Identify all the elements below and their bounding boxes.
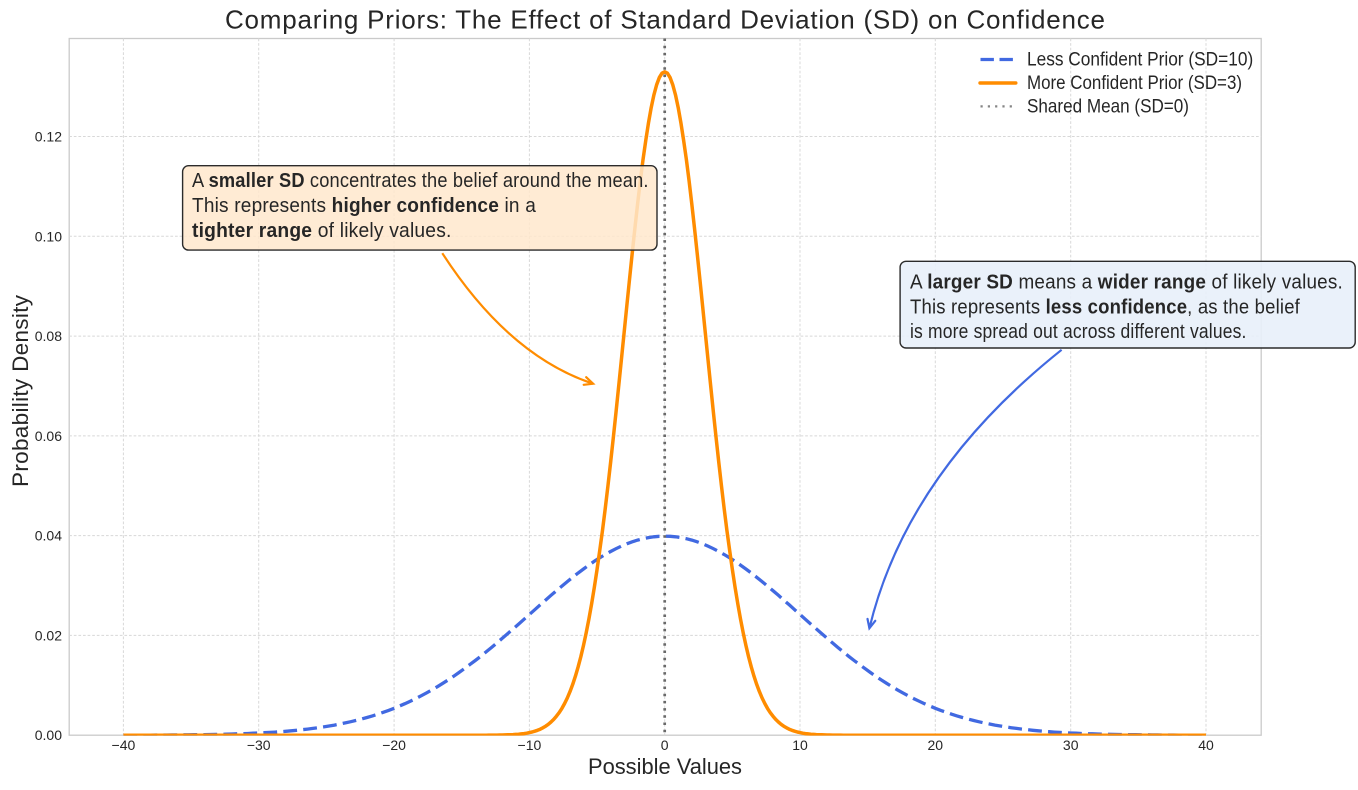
- svg-text:−30: −30: [247, 737, 271, 753]
- svg-text:Probability Density: Probability Density: [8, 294, 33, 487]
- svg-text:40: 40: [1198, 737, 1214, 753]
- svg-text:0.00: 0.00: [35, 727, 62, 743]
- svg-text:0.08: 0.08: [35, 328, 62, 344]
- svg-text:0.06: 0.06: [35, 428, 62, 444]
- svg-text:−10: −10: [518, 737, 542, 753]
- svg-text:tighter range of likely values: tighter range of likely values.: [192, 220, 452, 242]
- svg-text:0.10: 0.10: [35, 228, 62, 244]
- svg-text:10: 10: [792, 737, 808, 753]
- svg-text:−40: −40: [112, 737, 136, 753]
- svg-text:A smaller SD concentrates the: A smaller SD concentrates the belief aro…: [192, 170, 649, 192]
- svg-text:Comparing Priors: The Effect o: Comparing Priors: The Effect of Standard…: [225, 5, 1105, 35]
- svg-text:Less Confident Prior (SD=10): Less Confident Prior (SD=10): [1027, 49, 1253, 71]
- svg-text:Shared Mean (SD=0): Shared Mean (SD=0): [1027, 96, 1189, 118]
- svg-text:More Confident Prior (SD=3): More Confident Prior (SD=3): [1027, 72, 1242, 94]
- svg-text:This represents higher confide: This represents higher confidence in a: [192, 195, 537, 217]
- svg-text:A larger SD means a wider rang: A larger SD means a wider range of likel…: [910, 272, 1343, 294]
- svg-text:0: 0: [661, 737, 669, 753]
- svg-text:0.12: 0.12: [35, 129, 62, 145]
- svg-text:0.04: 0.04: [35, 528, 62, 544]
- svg-text:30: 30: [1063, 737, 1079, 753]
- svg-text:is more spread out across diff: is more spread out across different valu…: [910, 321, 1247, 343]
- svg-text:20: 20: [928, 737, 944, 753]
- svg-text:This represents less confidenc: This represents less confidence, as the …: [910, 297, 1300, 319]
- svg-text:0.02: 0.02: [35, 627, 62, 643]
- svg-text:Possible Values: Possible Values: [588, 754, 742, 779]
- svg-text:−20: −20: [382, 737, 406, 753]
